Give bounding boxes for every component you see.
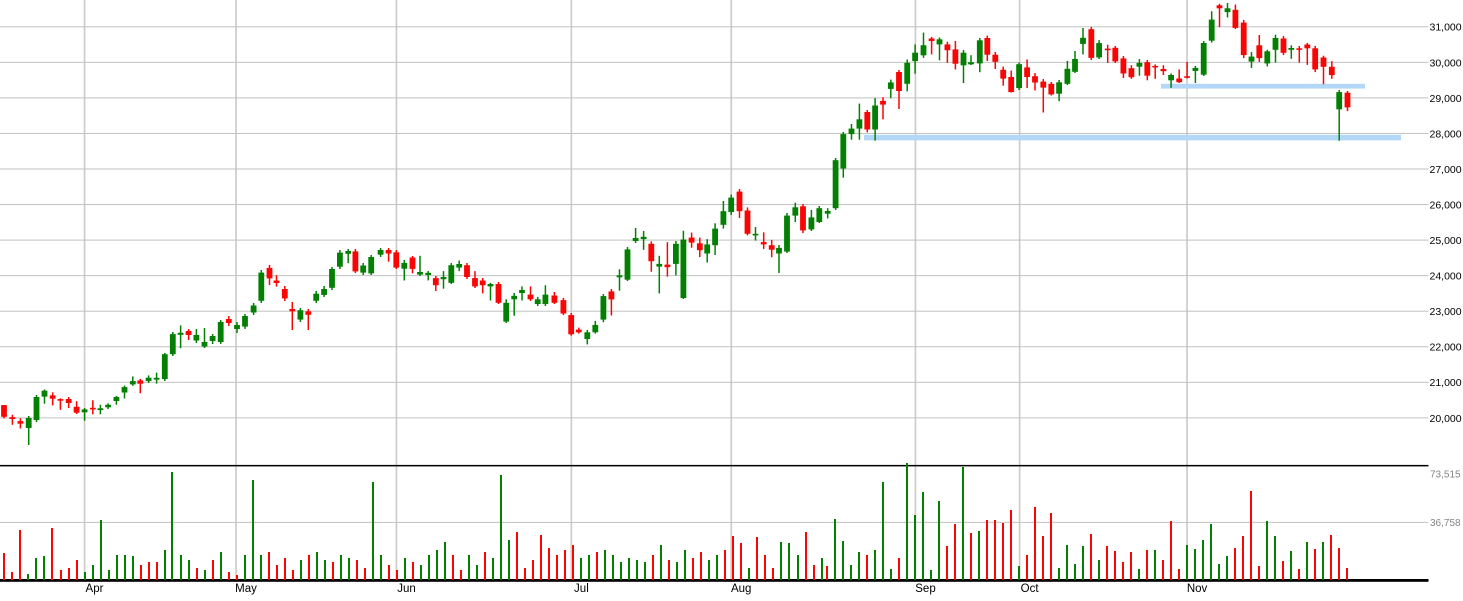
svg-text:Oct: Oct	[1021, 583, 1040, 595]
svg-text:26,000: 26,000	[1430, 199, 1462, 211]
svg-text:21,000: 21,000	[1430, 377, 1462, 389]
svg-text:73,515: 73,515	[1430, 470, 1461, 481]
svg-text:29,000: 29,000	[1430, 93, 1462, 105]
svg-text:22,000: 22,000	[1430, 342, 1462, 354]
svg-text:27,000: 27,000	[1430, 164, 1462, 176]
svg-text:Jul: Jul	[574, 583, 589, 595]
svg-text:Apr: Apr	[86, 583, 104, 595]
svg-text:25,000: 25,000	[1430, 235, 1462, 247]
svg-text:23,000: 23,000	[1430, 306, 1462, 318]
svg-text:Aug: Aug	[731, 583, 751, 595]
svg-text:36,758: 36,758	[1430, 518, 1461, 529]
svg-text:30,000: 30,000	[1430, 57, 1462, 69]
svg-text:May: May	[235, 583, 257, 595]
svg-text:28,000: 28,000	[1430, 128, 1462, 140]
svg-text:Jun: Jun	[397, 583, 416, 595]
svg-text:Sep: Sep	[915, 583, 935, 595]
svg-text:24,000: 24,000	[1430, 271, 1462, 283]
svg-text:20,000: 20,000	[1430, 413, 1462, 425]
svg-text:Nov: Nov	[1187, 583, 1208, 595]
svg-text:31,000: 31,000	[1430, 22, 1462, 34]
